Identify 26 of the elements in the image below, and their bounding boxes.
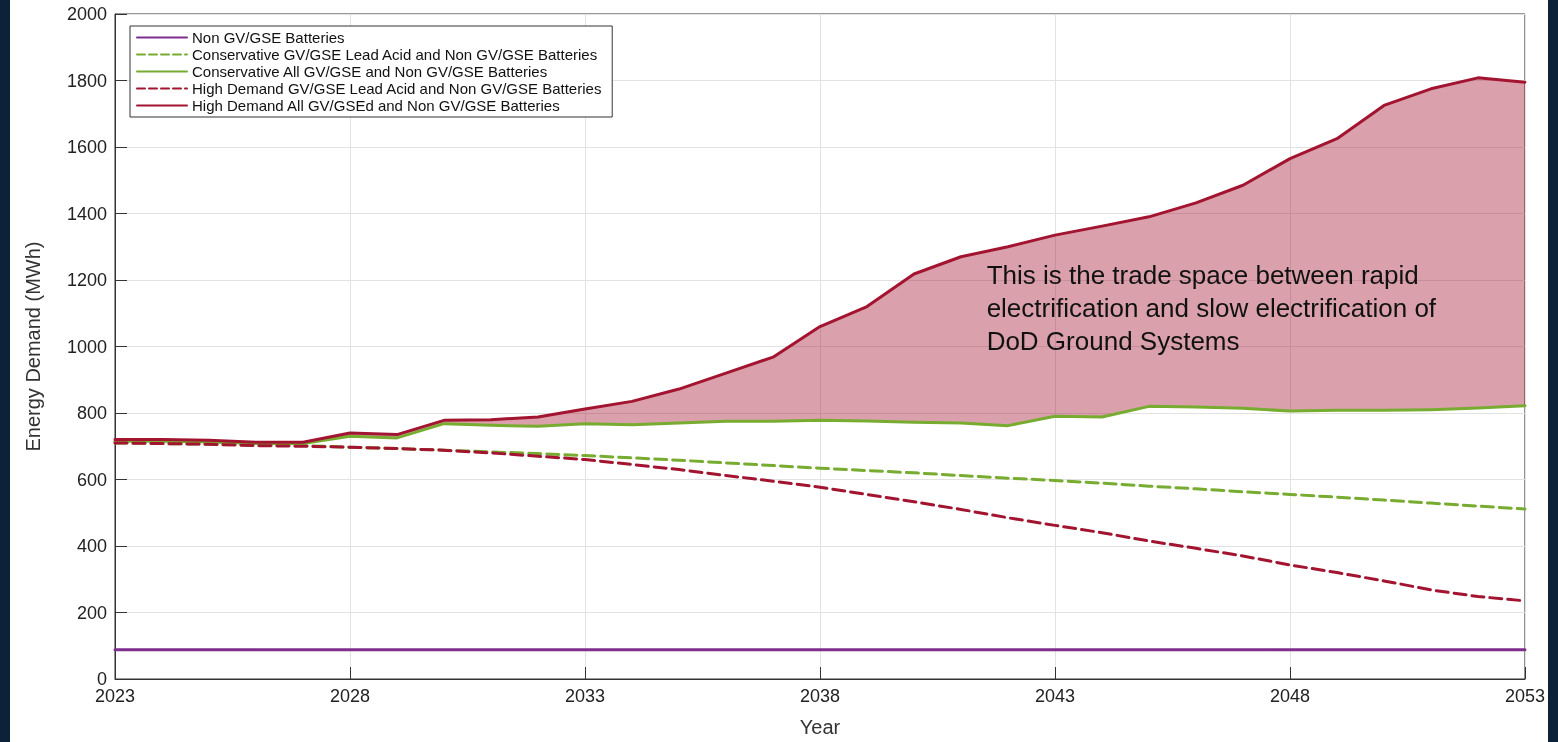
legend-label: High Demand GV/GSE Lead Acid and Non GV/GSE Batteries xyxy=(192,80,602,97)
x-tick-label: 2038 xyxy=(799,686,841,706)
x-axis-title: Year xyxy=(799,716,841,738)
legend-label: Conservative GV/GSE Lead Acid and Non GV/GSE Batteries xyxy=(192,46,598,63)
y-tick-label: 1000 xyxy=(66,336,107,357)
x-tick-label: 2023 xyxy=(94,686,136,706)
y-tick-label: 800 xyxy=(76,403,107,423)
legend-label: Conservative All GV/GSE and Non GV/GSE Batteries xyxy=(192,63,548,80)
legend-label: High Demand All GV/GSEd and Non GV/GSE Batteries xyxy=(192,97,560,114)
y-tick-label: 200 xyxy=(76,602,107,623)
y-axis-title: Energy Demand (MWh) xyxy=(22,241,44,452)
y-tick-label: 600 xyxy=(76,469,107,490)
y-tick-label: 0 xyxy=(96,669,107,689)
x-tick-label: 2053 xyxy=(1504,686,1545,706)
y-tick-label: 1600 xyxy=(66,137,107,157)
y-tick-label: 400 xyxy=(76,536,107,556)
x-tick-label: 2048 xyxy=(1269,686,1311,706)
x-tick-label: 2028 xyxy=(329,686,371,706)
y-tick-label: 1200 xyxy=(66,270,107,290)
y-tick-label: 1400 xyxy=(66,203,107,224)
y-tick-label: 1800 xyxy=(66,70,107,91)
x-tick-label: 2043 xyxy=(1034,686,1076,706)
y-tick-label: 2000 xyxy=(66,4,107,24)
legend-label: Non GV/GSE Batteries xyxy=(192,29,345,46)
annotation: This is the trade space between rapid electrification and slow electrification of DoD Ground Systems xyxy=(986,259,1437,356)
x-tick-label: 2033 xyxy=(564,686,606,706)
